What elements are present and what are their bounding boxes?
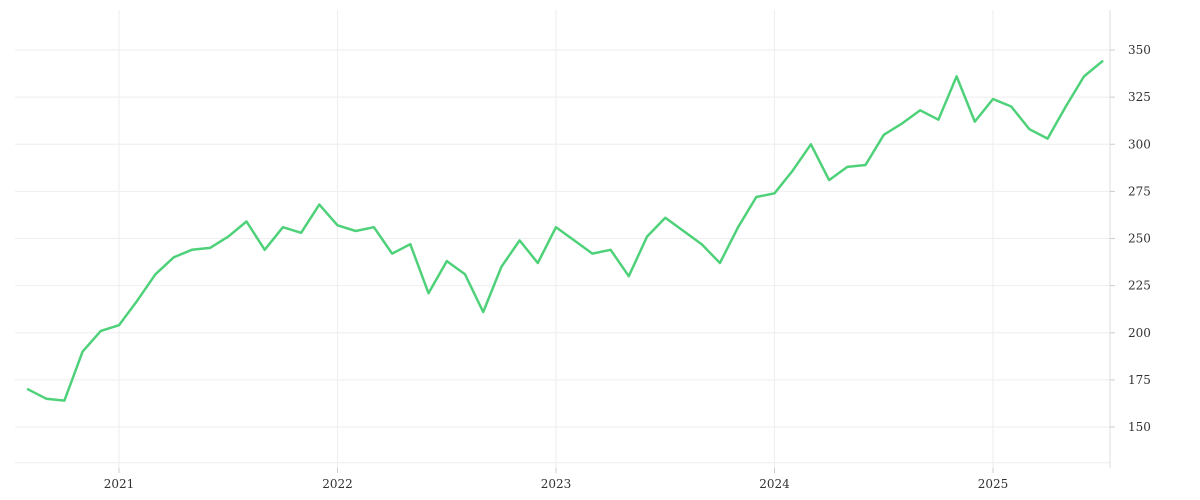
series-line [26, 60, 1104, 402]
tick-labels: 150 175 200 225 250 275 300 325 350 2021 2022 2023 2… [104, 43, 1151, 491]
y-tick-label: 350 [1128, 43, 1151, 57]
y-tick-label: 150 [1128, 420, 1151, 434]
y-tick-label: 225 [1128, 279, 1151, 293]
y-tick-label: 175 [1128, 373, 1151, 387]
x-tick-label: 2024 [759, 477, 790, 491]
y-tick-label: 200 [1128, 326, 1151, 340]
x-tick-label: 2021 [104, 477, 135, 491]
y-tick-label: 275 [1128, 184, 1151, 198]
x-tick-label: 2022 [322, 477, 353, 491]
gridlines [15, 10, 1110, 468]
series-layer [26, 60, 1104, 402]
y-tick-label: 325 [1128, 90, 1151, 104]
x-tick-label: 2023 [541, 477, 572, 491]
x-tick-label: 2025 [978, 477, 1009, 491]
y-tick-label: 250 [1128, 232, 1151, 246]
y-tick-label: 300 [1128, 137, 1151, 151]
axes [118, 10, 1115, 473]
